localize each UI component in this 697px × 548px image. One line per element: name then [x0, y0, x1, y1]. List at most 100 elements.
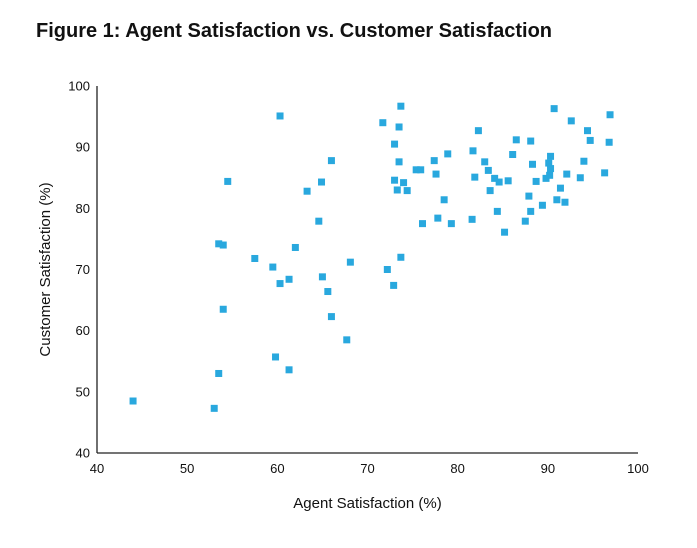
tick-labels: 40 50 60 70 80 90 100 40 50 60 70 80 90 100	[68, 79, 649, 477]
data-point	[547, 165, 555, 173]
data-point	[553, 196, 561, 204]
data-point	[493, 207, 501, 215]
x-tick-label: 50	[180, 461, 194, 476]
data-point	[468, 215, 476, 223]
data-point	[580, 157, 588, 165]
data-point	[318, 273, 326, 281]
x-tick-label: 90	[541, 461, 555, 476]
data-point	[224, 177, 232, 185]
y-tick-label: 50	[76, 384, 90, 399]
data-point	[432, 170, 440, 178]
x-tick-label: 70	[360, 461, 374, 476]
data-point	[390, 281, 398, 289]
data-point	[327, 313, 335, 321]
data-point	[285, 275, 293, 283]
data-point	[567, 117, 575, 125]
data-point	[529, 160, 537, 168]
data-point	[471, 173, 479, 181]
data-point	[556, 184, 564, 192]
data-point	[395, 158, 403, 166]
y-tick-label: 80	[76, 201, 90, 216]
data-point	[276, 280, 284, 288]
x-tick-label: 60	[270, 461, 284, 476]
data-point	[527, 207, 535, 215]
data-point	[532, 177, 540, 185]
data-point	[484, 166, 492, 174]
data-point	[269, 263, 277, 271]
data-point	[444, 150, 452, 158]
data-point	[563, 170, 571, 178]
data-point	[219, 241, 227, 249]
data-point	[346, 258, 354, 266]
data-point	[440, 196, 448, 204]
data-point	[605, 138, 613, 146]
data-point	[391, 176, 399, 184]
x-axis-label: Agent Satisfaction (%)	[293, 495, 441, 512]
axes	[96, 86, 638, 454]
data-point	[129, 397, 137, 405]
data-point	[391, 140, 399, 148]
data-point	[527, 137, 535, 145]
data-point	[512, 136, 520, 144]
data-point	[545, 159, 553, 167]
data-point	[419, 220, 427, 228]
data-point	[486, 187, 494, 195]
data-point	[542, 174, 550, 182]
data-point	[481, 158, 489, 166]
y-tick-label: 90	[76, 140, 90, 155]
data-point	[495, 178, 503, 186]
data-point	[272, 353, 280, 361]
data-point	[491, 174, 499, 182]
data-point	[303, 187, 311, 195]
data-point	[509, 151, 517, 159]
data-point	[412, 166, 420, 174]
data-point	[538, 201, 546, 209]
data-point	[215, 240, 223, 248]
data-point	[318, 178, 326, 186]
data-point	[397, 102, 405, 110]
data-point	[606, 111, 614, 119]
data-point	[219, 305, 227, 313]
data-point	[586, 136, 594, 144]
data-point	[576, 174, 584, 182]
y-tick-label: 60	[76, 323, 90, 338]
data-point	[395, 123, 403, 131]
data-points	[129, 102, 614, 412]
data-point	[584, 127, 592, 135]
data-point	[447, 220, 455, 228]
data-point	[383, 266, 391, 273]
data-point	[215, 369, 223, 377]
data-point	[315, 217, 323, 225]
data-point	[546, 171, 554, 179]
y-tick-label: 70	[76, 262, 90, 277]
x-tick-label: 80	[450, 461, 464, 476]
data-point	[397, 253, 405, 261]
x-tick-label: 100	[627, 461, 649, 476]
data-point	[550, 105, 558, 113]
data-point	[210, 404, 218, 412]
data-point	[504, 177, 512, 185]
y-tick-label: 40	[76, 446, 90, 461]
data-point	[403, 187, 411, 195]
data-point	[343, 336, 351, 344]
data-point	[251, 254, 259, 262]
data-point	[327, 157, 335, 165]
data-point	[324, 288, 332, 296]
data-point	[525, 192, 533, 200]
x-tick-label: 40	[90, 461, 104, 476]
data-point	[291, 243, 299, 251]
data-point	[501, 228, 509, 236]
data-point	[521, 217, 529, 225]
data-point	[379, 119, 387, 127]
data-point	[417, 166, 425, 174]
y-tick-label: 100	[68, 79, 90, 94]
data-point	[430, 157, 438, 165]
y-axis-label: Customer Satisfaction (%)	[37, 182, 54, 356]
data-point	[561, 198, 569, 206]
data-point	[474, 127, 482, 135]
chart-title: Figure 1: Agent Satisfaction vs. Custome…	[36, 20, 553, 42]
data-point	[400, 179, 408, 187]
data-point	[285, 366, 293, 374]
data-point	[547, 152, 555, 160]
